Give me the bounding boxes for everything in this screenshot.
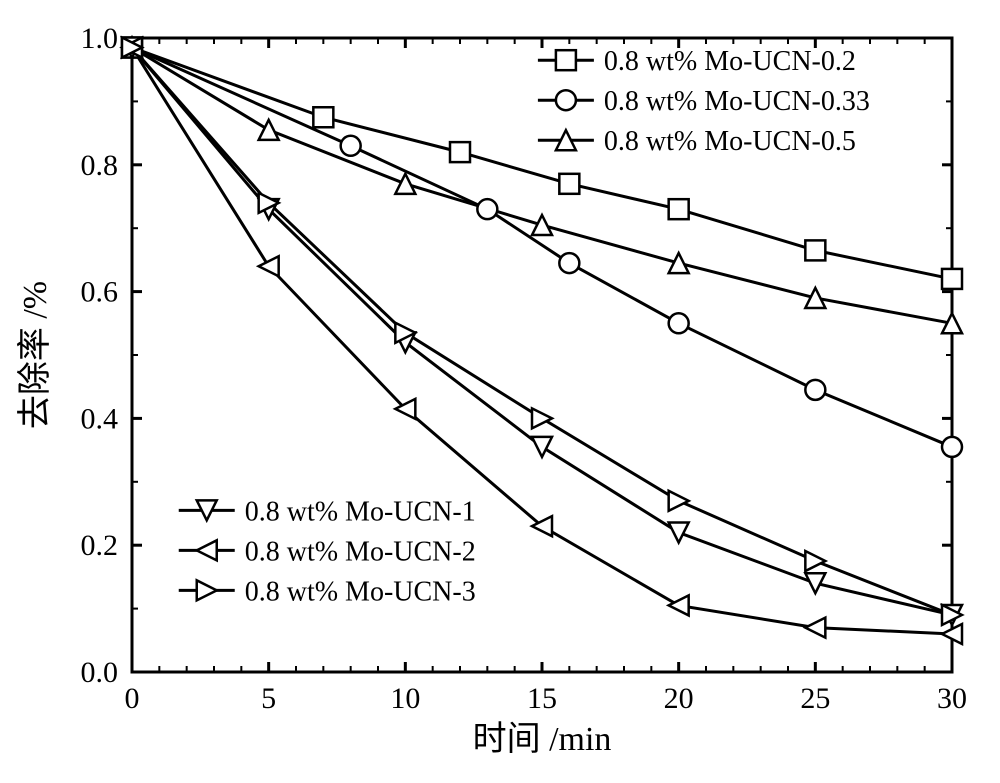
square-marker bbox=[450, 142, 470, 162]
square-marker bbox=[556, 50, 576, 70]
square-marker bbox=[313, 107, 333, 127]
x-tick-label: 0 bbox=[125, 682, 140, 715]
x-tick-label: 20 bbox=[664, 682, 694, 715]
chart-container: 0 5 10 15 20 25 30 时间 /min 0.0 0.2 0.4 0.6 0.8 1.0 去除率… bbox=[0, 0, 1000, 783]
line-chart: 0 5 10 15 20 25 30 时间 /min 0.0 0.2 0.4 0.6 0.8 1.0 去除率… bbox=[0, 0, 1000, 783]
y-tick-label: 0.8 bbox=[81, 149, 119, 182]
circle-marker bbox=[669, 313, 689, 333]
legend-label: 0.8 wt% Mo-UCN-3 bbox=[245, 576, 476, 607]
circle-marker bbox=[559, 253, 579, 273]
x-tick-label: 15 bbox=[527, 682, 557, 715]
x-axis-label: 时间 /min bbox=[473, 721, 612, 758]
x-tick-label: 30 bbox=[937, 682, 967, 715]
legend-label: 0.8 wt% Mo-UCN-1 bbox=[245, 496, 476, 527]
square-marker bbox=[942, 269, 962, 289]
y-axis-label: 去除率 /% bbox=[16, 281, 54, 429]
square-marker bbox=[559, 174, 579, 194]
circle-marker bbox=[477, 199, 497, 219]
circle-marker bbox=[341, 136, 361, 156]
circle-marker bbox=[805, 380, 825, 400]
legend-label: 0.8 wt% Mo-UCN-2 bbox=[245, 536, 476, 567]
y-tick-label: 0.2 bbox=[81, 529, 119, 562]
legend-label: 0.8 wt% Mo-UCN-0.33 bbox=[604, 86, 870, 117]
x-tick-label: 10 bbox=[390, 682, 420, 715]
circle-marker bbox=[942, 437, 962, 457]
x-tick-label: 25 bbox=[800, 682, 830, 715]
legend-label: 0.8 wt% Mo-UCN-0.5 bbox=[604, 126, 856, 157]
square-marker bbox=[669, 199, 689, 219]
y-tick-label: 0.6 bbox=[81, 276, 119, 309]
y-tick-label: 1.0 bbox=[81, 22, 119, 55]
legend-label: 0.8 wt% Mo-UCN-0.2 bbox=[604, 46, 856, 77]
y-tick-label: 0.0 bbox=[81, 656, 119, 689]
circle-marker bbox=[556, 90, 576, 110]
y-tick-label: 0.4 bbox=[81, 402, 119, 435]
x-tick-label: 5 bbox=[261, 682, 276, 715]
square-marker bbox=[805, 240, 825, 260]
